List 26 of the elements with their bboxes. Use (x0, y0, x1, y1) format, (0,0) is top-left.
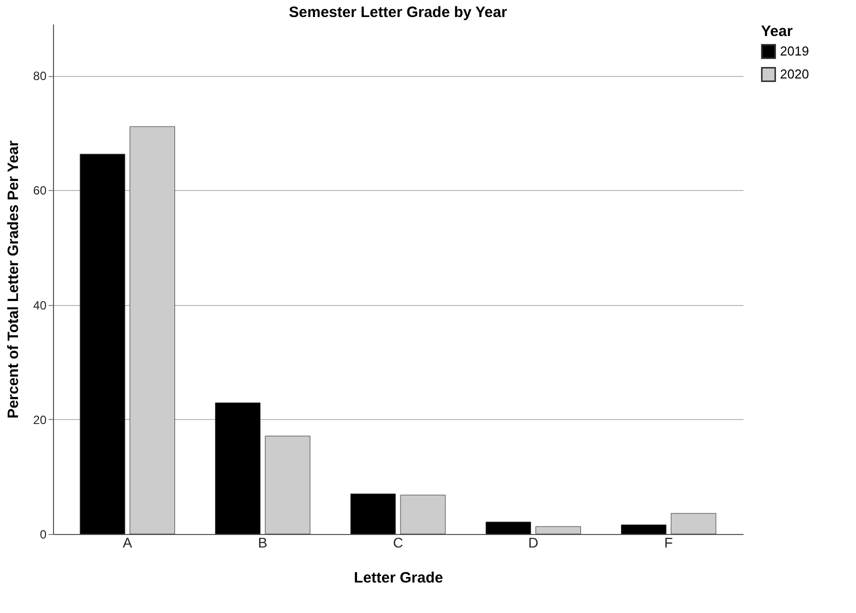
y-tick-label: 40 (33, 298, 47, 312)
y-axis-title: Percent of Total Letter Grades Per Year (5, 140, 22, 418)
bar (620, 524, 666, 534)
chart-title: Semester Letter Grade by Year (288, 4, 508, 21)
x-axis-title: Letter Grade (354, 570, 444, 586)
bar (670, 513, 716, 534)
x-tick-label: D (528, 534, 538, 550)
legend-label: 2019 (780, 44, 809, 58)
x-tick-label: B (258, 534, 268, 550)
bar (80, 154, 126, 534)
legend-label: 2020 (780, 66, 809, 82)
bar (130, 126, 176, 534)
x-tick-label: A (122, 534, 133, 550)
y-tick-label: 80 (33, 69, 47, 84)
bar (400, 494, 446, 534)
legend-title: Year (761, 23, 793, 40)
y-tick-label: 20 (33, 412, 47, 427)
bar (536, 526, 581, 534)
bar (486, 522, 532, 534)
bar (215, 402, 260, 534)
y-tick-label: 60 (33, 184, 47, 198)
bar (264, 436, 310, 534)
y-tick-label: 0 (40, 528, 47, 542)
bar (350, 494, 396, 534)
x-tick-label: C (392, 534, 404, 550)
x-tick-label: F (664, 534, 673, 550)
